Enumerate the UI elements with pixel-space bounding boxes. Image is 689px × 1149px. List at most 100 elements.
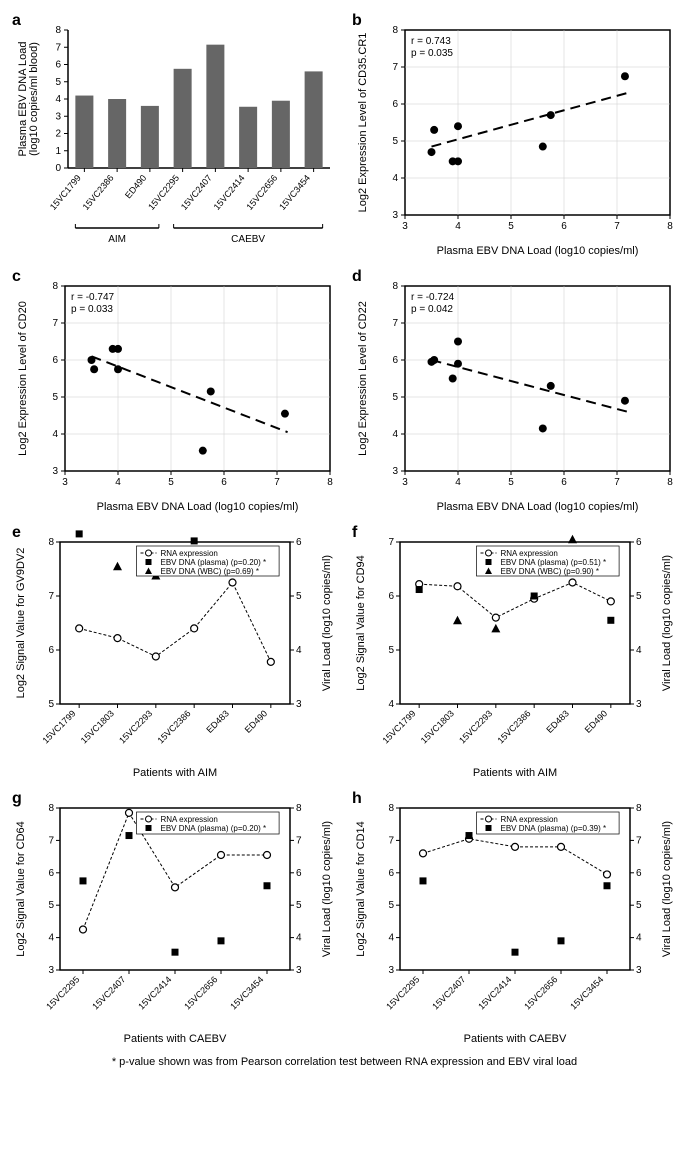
svg-text:7: 7 (52, 318, 58, 329)
svg-text:5: 5 (48, 900, 54, 911)
panel-a: a 01234567815VC179915VC2386ED49015VC2295… (10, 10, 340, 260)
svg-text:5: 5 (48, 699, 54, 710)
svg-text:7: 7 (614, 221, 620, 232)
svg-text:Log2 Expression Level of CD20: Log2 Expression Level of CD20 (17, 301, 29, 456)
svg-text:15VC1799: 15VC1799 (48, 173, 83, 212)
svg-text:15VC2656: 15VC2656 (522, 974, 559, 1011)
panel-f: f 4567345615VC179915VC180315VC229315VC23… (350, 522, 680, 782)
svg-text:p = 0.042: p = 0.042 (411, 304, 453, 315)
svg-text:15VC2386: 15VC2386 (81, 173, 116, 212)
svg-text:6: 6 (221, 477, 227, 488)
svg-text:Log2 Expression Level of CD35.: Log2 Expression Level of CD35.CR1 (357, 33, 369, 213)
svg-text:8: 8 (48, 803, 54, 814)
svg-text:EBV DNA (WBC) (p=0.90) *: EBV DNA (WBC) (p=0.90) * (501, 567, 599, 576)
figure-grid: a 01234567815VC179915VC2386ED49015VC2295… (10, 10, 679, 1048)
svg-text:8: 8 (392, 25, 398, 36)
svg-text:8: 8 (52, 281, 58, 292)
svg-text:7: 7 (388, 537, 394, 548)
svg-text:15VC1799: 15VC1799 (40, 708, 77, 745)
svg-text:6: 6 (48, 868, 54, 879)
svg-text:5: 5 (388, 645, 394, 656)
panel-label: h (352, 790, 362, 808)
svg-text:EBV DNA (plasma) (p=0.51) *: EBV DNA (plasma) (p=0.51) * (501, 558, 607, 567)
panel-label: a (12, 12, 21, 30)
svg-text:6: 6 (392, 355, 398, 366)
footnote: * p-value shown was from Pearson correla… (10, 1056, 679, 1068)
svg-text:7: 7 (388, 835, 394, 846)
svg-text:8: 8 (636, 803, 642, 814)
panel-c: c 345678345678Plasma EBV DNA Load (log10… (10, 266, 340, 516)
svg-text:3: 3 (55, 111, 61, 122)
svg-text:4: 4 (392, 173, 398, 184)
svg-text:p = 0.033: p = 0.033 (71, 304, 113, 315)
svg-text:6: 6 (55, 60, 61, 71)
svg-text:(log10 copies/ml blood): (log10 copies/ml blood) (28, 42, 40, 156)
svg-text:7: 7 (392, 318, 398, 329)
svg-text:r = -0.724: r = -0.724 (411, 292, 455, 303)
svg-text:ED483: ED483 (544, 708, 571, 735)
svg-text:15VC2407: 15VC2407 (430, 974, 467, 1011)
svg-text:4: 4 (55, 94, 61, 105)
svg-text:15VC2407: 15VC2407 (90, 974, 127, 1011)
svg-text:6: 6 (296, 868, 302, 879)
svg-text:3: 3 (48, 965, 54, 976)
svg-text:3: 3 (402, 477, 408, 488)
svg-text:Log2 Signal Value for GV9DV2: Log2 Signal Value for GV9DV2 (15, 548, 27, 699)
svg-text:5: 5 (388, 900, 394, 911)
panel-d: d 345678345678Plasma EBV DNA Load (log10… (350, 266, 680, 516)
svg-text:RNA expression: RNA expression (161, 549, 218, 558)
svg-text:15VC3454: 15VC3454 (568, 974, 605, 1011)
svg-text:8: 8 (388, 803, 394, 814)
svg-text:5: 5 (296, 591, 302, 602)
panel-label: e (12, 524, 21, 542)
svg-text:4: 4 (455, 477, 461, 488)
svg-text:15VC3454: 15VC3454 (277, 173, 312, 212)
svg-text:7: 7 (48, 591, 54, 602)
svg-text:7: 7 (392, 62, 398, 73)
svg-text:6: 6 (561, 221, 567, 232)
svg-text:8: 8 (392, 281, 398, 292)
svg-text:Plasma EBV DNA Load (log10 cop: Plasma EBV DNA Load (log10 copies/ml) (437, 245, 639, 257)
svg-text:15VC1799: 15VC1799 (380, 708, 417, 745)
svg-text:RNA expression: RNA expression (501, 815, 558, 824)
svg-text:15VC2386: 15VC2386 (155, 708, 192, 745)
svg-text:4: 4 (52, 429, 58, 440)
svg-text:AIM: AIM (108, 234, 126, 245)
svg-text:15VC2295: 15VC2295 (44, 974, 81, 1011)
panel-label: c (12, 268, 21, 286)
svg-text:4: 4 (455, 221, 461, 232)
svg-text:6: 6 (561, 477, 567, 488)
svg-text:ED490: ED490 (123, 173, 148, 201)
svg-text:15VC2293: 15VC2293 (457, 708, 494, 745)
panel-label: f (352, 524, 357, 542)
svg-text:4: 4 (296, 933, 302, 944)
svg-text:5: 5 (508, 477, 514, 488)
svg-text:15VC2414: 15VC2414 (476, 974, 513, 1011)
svg-text:4: 4 (636, 645, 642, 656)
panel-label: b (352, 12, 362, 30)
svg-text:7: 7 (48, 835, 54, 846)
svg-text:Log2 Signal Value for CD64: Log2 Signal Value for CD64 (15, 821, 27, 957)
svg-text:15VC2656: 15VC2656 (182, 974, 219, 1011)
svg-text:3: 3 (388, 965, 394, 976)
svg-text:Patients with CAEBV: Patients with CAEBV (464, 1033, 567, 1045)
svg-text:3: 3 (62, 477, 68, 488)
svg-text:3: 3 (296, 699, 302, 710)
svg-text:6: 6 (388, 868, 394, 879)
svg-text:3: 3 (392, 466, 398, 477)
svg-text:15VC2656: 15VC2656 (244, 173, 279, 212)
svg-text:p = 0.035: p = 0.035 (411, 48, 453, 59)
svg-text:Plasma EBV DNA Load (log10 cop: Plasma EBV DNA Load (log10 copies/ml) (437, 501, 639, 513)
svg-text:EBV DNA (plasma) (p=0.20) *: EBV DNA (plasma) (p=0.20) * (161, 824, 267, 833)
svg-text:5: 5 (636, 900, 642, 911)
svg-text:4: 4 (48, 933, 54, 944)
panel-b: b 345678345678Plasma EBV DNA Load (log10… (350, 10, 680, 260)
svg-text:6: 6 (392, 99, 398, 110)
svg-text:5: 5 (636, 591, 642, 602)
svg-text:6: 6 (48, 645, 54, 656)
svg-text:Patients with AIM: Patients with AIM (473, 767, 557, 779)
svg-text:5: 5 (168, 477, 174, 488)
svg-text:7: 7 (614, 477, 620, 488)
svg-text:15VC2295: 15VC2295 (384, 974, 421, 1011)
svg-text:0: 0 (55, 163, 61, 174)
